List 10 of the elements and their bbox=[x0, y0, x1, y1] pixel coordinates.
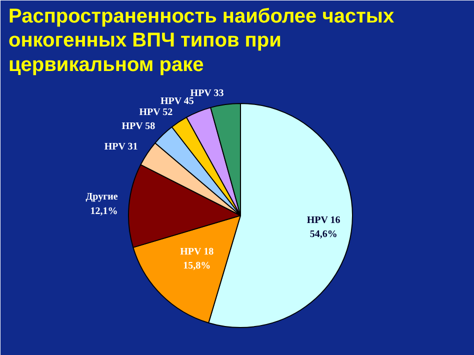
data-label: 54,6% bbox=[310, 229, 338, 240]
slice-label: HPV 18 bbox=[180, 246, 214, 258]
slice-label: HPV 52 bbox=[139, 107, 173, 118]
slice-label: Другие bbox=[86, 192, 118, 203]
slice-label: HPV 31 bbox=[104, 142, 138, 153]
slice-label: HPV 58 bbox=[122, 120, 156, 132]
chart-title: Распространенность наиболее частых онкогенных ВПЧ типов при цервикальном раке bbox=[8, 6, 394, 76]
data-label: 15,8% bbox=[183, 260, 211, 272]
data-label: 12,1% bbox=[90, 206, 118, 217]
slice-label: HPV 16 bbox=[306, 214, 340, 226]
